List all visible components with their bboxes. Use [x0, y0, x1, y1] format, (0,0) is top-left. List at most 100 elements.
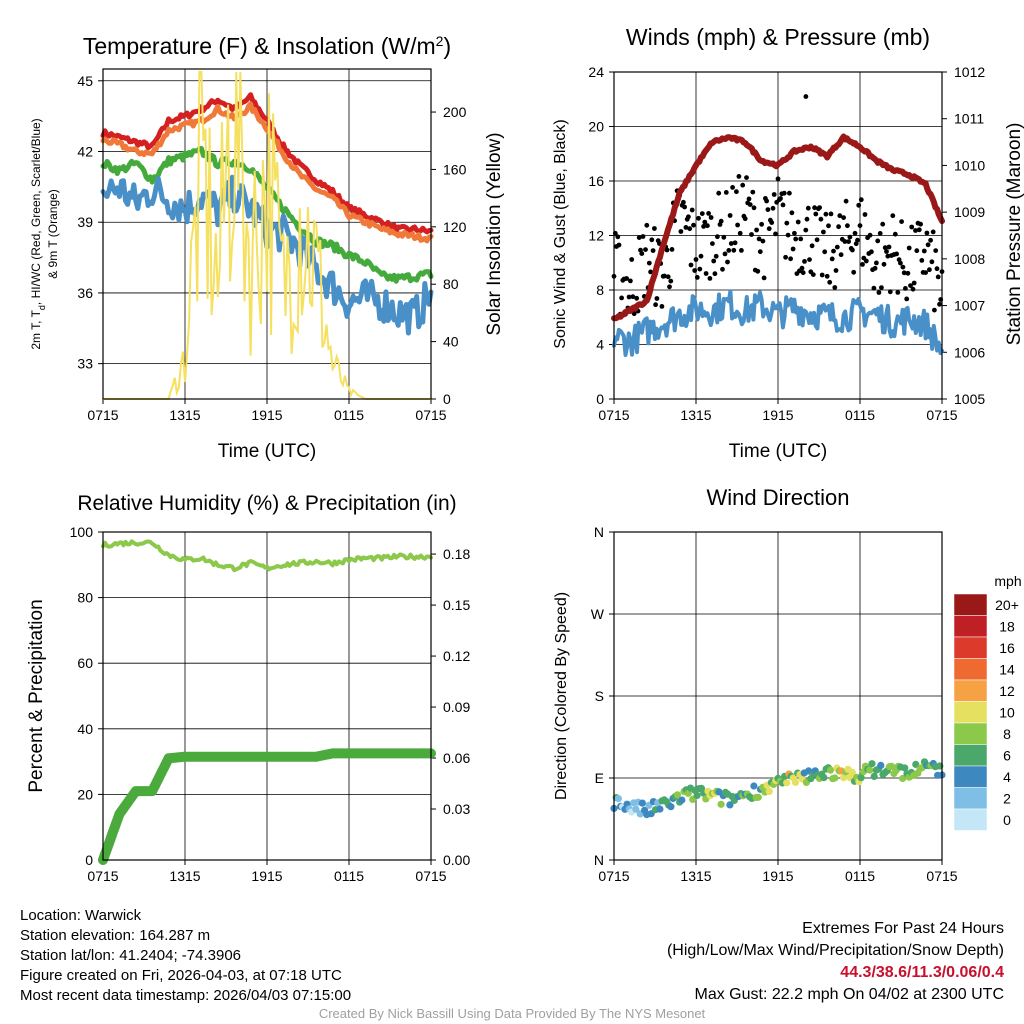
wind-gust-point [798, 236, 804, 242]
wdir-point [877, 761, 885, 770]
wind-gust-point [736, 174, 742, 179]
wdir-legend-label: 10 [999, 705, 1015, 721]
wind-x-axis-label: Time (UTC) [729, 441, 828, 462]
wind-gust-point [732, 240, 738, 246]
rh-chart-title: Relative Humidity (%) & Precipitation (i… [77, 492, 456, 515]
wind-gust-point [933, 248, 939, 254]
wind-gust-point [715, 234, 720, 240]
wdir-legend-swatch [953, 593, 988, 616]
wind-gust-point [781, 190, 787, 196]
wdir-legend-label: 6 [1003, 748, 1011, 764]
wind-gust-point [746, 196, 752, 202]
wdir-legend-label: 16 [999, 640, 1015, 656]
rh-x-tick-label: 0115 [334, 868, 364, 884]
wind-gust-point [790, 246, 796, 252]
temp-series-td [100, 146, 434, 284]
wind-gust-point [812, 205, 817, 211]
wdir-legend-swatch [953, 787, 988, 810]
wind-gust-point [895, 290, 901, 295]
temp-y-tick-label: 42 [77, 144, 93, 160]
rh-y-axis-label: Percent & Precipitation [26, 599, 47, 792]
rh-y-tick-label: 0 [85, 852, 93, 868]
wind-gust-point [916, 227, 922, 233]
max-gust-text: Max Gust: 22.2 mph On 04/02 at 2300 UTC [694, 986, 1005, 1003]
wind-gust-point [652, 226, 657, 231]
wind-gust-point [726, 248, 732, 253]
wdir-point [866, 766, 874, 774]
rh-series-relative-humidity [101, 539, 433, 573]
wdir-chart-title: Wind Direction [706, 485, 849, 510]
wind-gust-point [805, 205, 811, 211]
wdir-legend-swatch [953, 701, 988, 724]
wind-gust-point [834, 244, 840, 250]
rh-y-tick-label: 40 [77, 721, 93, 737]
wind-gust-point [795, 219, 801, 225]
wind-gust-point [720, 266, 725, 272]
wind-gust-point [921, 248, 927, 254]
wdir-point [831, 774, 839, 782]
wind-series-sonic-wind [612, 289, 944, 357]
wdir-legend-label: 14 [999, 662, 1015, 678]
wind-gust-point [850, 247, 855, 253]
wind-gust-point [919, 258, 925, 263]
wdir-point [870, 772, 878, 781]
wdir-x-tick-label: 1315 [680, 868, 711, 884]
wind-gust-point [754, 227, 759, 233]
wind-gust-point [842, 239, 848, 244]
wdir-point [754, 793, 762, 801]
wind-gust-point [731, 247, 737, 253]
wind-gust-point [914, 248, 920, 254]
wind-gust-point [836, 224, 841, 230]
wind-gust-point [678, 229, 684, 234]
wind-gust-point [628, 278, 633, 284]
wdir-point [899, 774, 907, 783]
wind-gust-point [911, 280, 917, 286]
wind-gust-point [665, 274, 671, 280]
wind-gust-point [937, 301, 942, 307]
wind-gust-point [872, 265, 878, 271]
wdir-legend-label: 20+ [995, 597, 1019, 613]
temp-chart-title: Temperature (F) & Insolation (W/m2) [83, 33, 451, 59]
wind-gust-point [784, 220, 790, 226]
wind-gust-point [828, 211, 834, 217]
temp-title-superscript: 2 [436, 33, 444, 49]
wdir-point [848, 768, 856, 777]
rh-y2-tick-label: 0.09 [443, 699, 470, 715]
wind-gust-point [783, 254, 788, 260]
wind-gust-point [858, 197, 864, 203]
wind-gust-point [739, 248, 744, 253]
wind-gust-point [837, 213, 843, 219]
wind-gust-point [841, 215, 846, 221]
wind-gust-point [824, 273, 830, 279]
wdir-point [783, 779, 791, 787]
wdir-x-tick-label: 0115 [845, 868, 875, 884]
wdir-point [638, 799, 647, 807]
wind-y-tick-label: 24 [588, 64, 604, 80]
wdir-point [826, 766, 835, 774]
wind-gust-point [871, 285, 877, 291]
wind-gust-point [860, 262, 865, 267]
wind-gust-point [694, 275, 700, 280]
extremes-info: Extremes For Past 24 Hours (High/Low/Max… [667, 918, 1004, 1006]
wind-gust-point [803, 227, 809, 233]
rh-y2-tick-label: 0.18 [443, 546, 470, 562]
wind-gust-point [765, 207, 771, 213]
temp-y2-tick-label: 160 [443, 161, 467, 177]
wind-gust-point [789, 210, 795, 216]
temp-y2-tick-label: 0 [443, 391, 451, 407]
wind-gust-point [875, 238, 881, 244]
wind-gust-point [930, 229, 936, 235]
wdir-legend-swatch [953, 679, 988, 702]
wind-gust-point [934, 266, 940, 272]
wind-gust-point [643, 247, 648, 253]
wdir-point [667, 803, 675, 811]
wind-gust-point [829, 256, 835, 262]
wind-y-tick-label: 4 [596, 337, 604, 353]
wdir-point [820, 774, 828, 782]
wind-gust-point [792, 230, 797, 236]
wind-gust-point [843, 198, 849, 204]
wind-gust-point [863, 258, 869, 264]
wind-gust-point [904, 296, 910, 302]
wind-gust-point [615, 234, 621, 240]
wdir-point [678, 796, 686, 804]
